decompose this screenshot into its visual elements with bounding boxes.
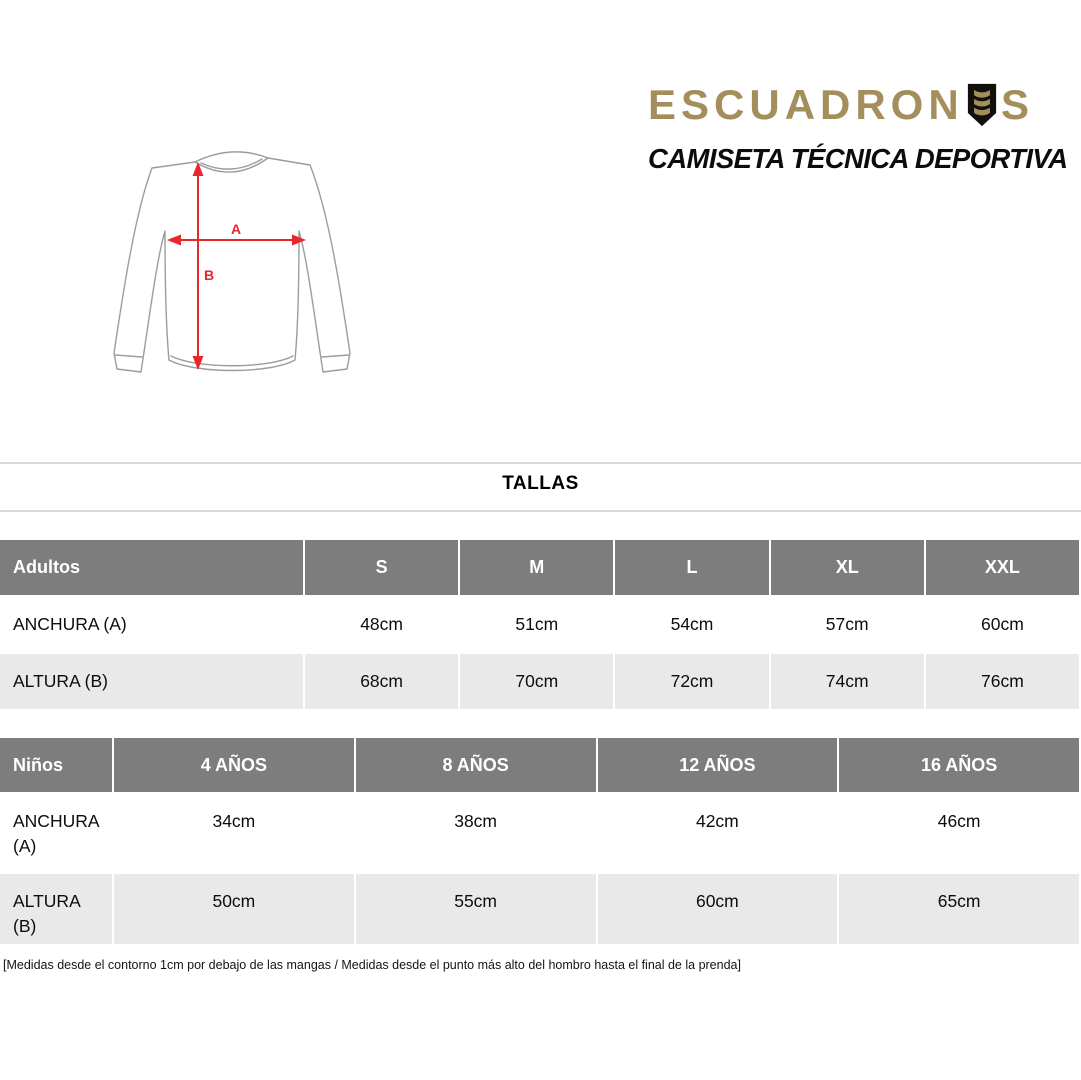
- adults-altura-l: 72cm: [615, 654, 769, 709]
- adults-altura-label: ALTURA (B): [0, 654, 303, 709]
- adults-header-size-s: S: [305, 540, 459, 595]
- divider-line: [0, 462, 1081, 464]
- kids-anchura-4: 34cm: [114, 794, 354, 872]
- adults-header-group: Adultos: [0, 540, 303, 595]
- adults-header-size-xl: XL: [770, 540, 924, 595]
- adults-header-size-l: L: [615, 540, 769, 595]
- adults-altura-m: 70cm: [460, 654, 614, 709]
- kids-anchura-16: 46cm: [839, 794, 1079, 872]
- brand-logo: ESCUADRON S: [648, 80, 1034, 130]
- kids-size-table: Niños 4 AÑOS 8 AÑOS 12 AÑOS 16 AÑOS ANCH…: [0, 738, 1079, 944]
- kids-anchura-8: 38cm: [355, 794, 596, 872]
- adults-anchura-m: 51cm: [460, 597, 614, 652]
- shirt-measurement-diagram: A B: [113, 151, 351, 373]
- adults-anchura-l: 54cm: [615, 597, 769, 652]
- kids-header-8: 8 AÑOS: [355, 738, 596, 792]
- adults-altura-xxl: 76cm: [925, 654, 1079, 709]
- adults-anchura-s: 48cm: [305, 597, 459, 652]
- long-sleeve-shirt-outline-icon: [113, 151, 351, 373]
- kids-altura-label: ALTURA (B): [0, 874, 112, 944]
- brand-logo-text-left: ESCUADRON: [648, 81, 964, 128]
- adults-size-table: Adultos S M L XL XXL ANCHURA (A) 48cm 51…: [0, 540, 1079, 709]
- section-title-tallas: TALLAS: [502, 473, 579, 494]
- kids-anchura-12: 42cm: [597, 794, 838, 872]
- kids-header-12: 12 AÑOS: [597, 738, 838, 792]
- kids-altura-8: 55cm: [355, 874, 596, 944]
- height-arrow-b: [192, 162, 204, 370]
- adults-anchura-label: ANCHURA (A): [0, 597, 303, 652]
- measure-label-b: B: [204, 267, 214, 283]
- adults-altura-s: 68cm: [305, 654, 459, 709]
- chevron-shield-icon: [968, 83, 997, 127]
- kids-header-16: 16 AÑOS: [839, 738, 1079, 792]
- width-arrow-a: [167, 234, 306, 246]
- product-title: CAMISETA TÉCNICA DEPORTIVA: [648, 143, 1068, 174]
- adults-header-size-m: M: [460, 540, 614, 595]
- brand-block: ESCUADRON S CAMISETA TÉCNICA DEPORTIVA: [648, 80, 1068, 174]
- adults-anchura-xl: 57cm: [770, 597, 924, 652]
- measurement-footnote: [Medidas desde el contorno 1cm por debaj…: [3, 958, 741, 972]
- adults-anchura-xxl: 60cm: [925, 597, 1079, 652]
- adults-altura-xl: 74cm: [770, 654, 924, 709]
- kids-altura-12: 60cm: [597, 874, 838, 944]
- adults-header-size-xxl: XXL: [925, 540, 1079, 595]
- divider-line: [0, 510, 1081, 512]
- kids-anchura-label: ANCHURA (A): [0, 794, 112, 872]
- kids-header-group: Niños: [0, 738, 112, 792]
- kids-header-4: 4 AÑOS: [114, 738, 354, 792]
- brand-logo-text-right: S: [1000, 81, 1034, 128]
- kids-altura-16: 65cm: [839, 874, 1079, 944]
- kids-altura-4: 50cm: [114, 874, 354, 944]
- measure-label-a: A: [231, 221, 241, 237]
